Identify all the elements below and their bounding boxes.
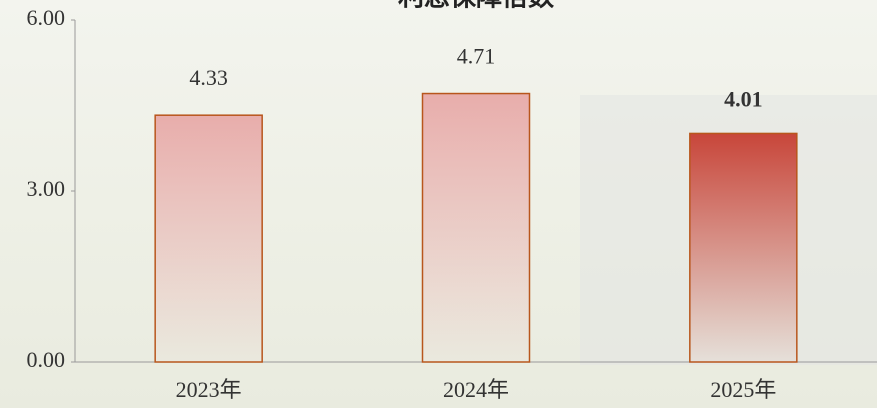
chart-title: 利息保障倍数 xyxy=(398,0,555,13)
data-label: 4.33 xyxy=(189,65,228,90)
x-tick-label: 2023年 xyxy=(176,377,242,402)
y-tick-label: 3.00 xyxy=(27,176,66,201)
y-tick-label: 0.00 xyxy=(27,347,66,372)
data-label: 4.71 xyxy=(457,44,496,69)
bar xyxy=(421,92,531,363)
x-tick-label: 2024年 xyxy=(443,377,509,402)
data-label: 4.01 xyxy=(724,86,763,111)
y-tick-label: 6.00 xyxy=(27,5,66,30)
bar xyxy=(154,114,263,363)
bar xyxy=(689,132,798,363)
x-tick-label: 2025年 xyxy=(710,377,776,402)
